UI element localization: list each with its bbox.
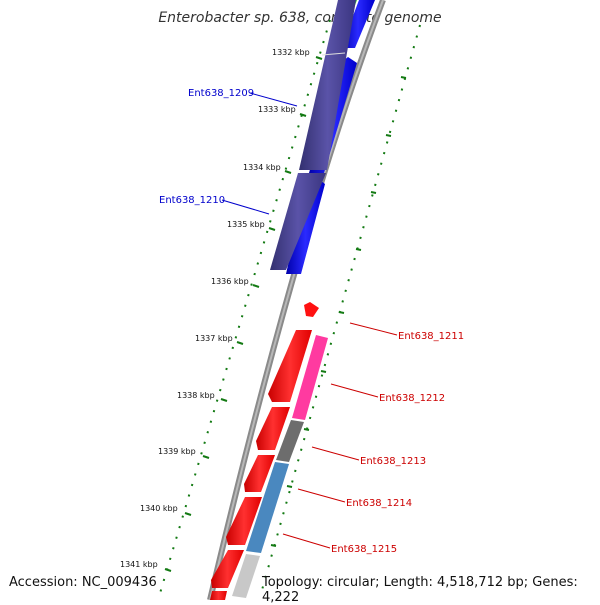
cog-block-lightgray <box>232 554 260 598</box>
gene-block-reverse <box>244 455 275 492</box>
kbp-label: 1340 kbp <box>140 504 178 513</box>
gene-label-ent638-1214[interactable]: Ent638_1214 <box>346 498 412 509</box>
gene-label-ent638-1209[interactable]: Ent638_1209 <box>188 88 254 99</box>
gene-block-forward <box>286 177 325 274</box>
leader-line <box>297 488 346 503</box>
leader-line <box>249 92 298 107</box>
cog-block-purple <box>270 173 326 270</box>
kbp-tick <box>184 512 192 516</box>
leader-line <box>330 383 379 398</box>
map-title: Enterobacter sp. 638, complete genome <box>158 10 442 26</box>
kbp-label: 1341 kbp <box>120 560 158 569</box>
kbp-tick-marks <box>164 56 323 572</box>
leader-line <box>349 322 398 336</box>
kbp-tick <box>252 284 260 288</box>
kbp-tick <box>236 341 244 345</box>
leader-line <box>221 199 270 215</box>
kbp-tick <box>268 227 276 231</box>
topology-text: Topology: circular; Length: 4,518,712 bp… <box>262 575 578 605</box>
kbp-tick <box>299 113 307 117</box>
kbp-tick <box>315 56 323 60</box>
kbp-label: 1332 kbp <box>272 48 310 57</box>
gene-label-ent638-1213[interactable]: Ent638_1213 <box>360 456 426 467</box>
gene-label-ent638-1210[interactable]: Ent638_1210 <box>159 195 225 206</box>
kbp-label: 1333 kbp <box>258 105 296 114</box>
inner-tick-marks <box>270 76 407 547</box>
leader-line <box>311 446 360 461</box>
inner-tick <box>338 311 345 314</box>
gene-label-ent638-1212[interactable]: Ent638_1212 <box>379 393 445 404</box>
gene-label-group: Ent638_1209 Ent638_1210 Ent638_1211 Ent6… <box>159 88 464 555</box>
leader-line <box>282 533 331 549</box>
cog-block-magenta <box>292 335 328 420</box>
inner-tick <box>355 248 362 251</box>
kbp-label: 1337 kbp <box>195 334 233 343</box>
cog-block-gray <box>276 420 304 462</box>
kbp-labels: 1332 kbp 1333 kbp 1334 kbp 1335 kbp 1336… <box>120 48 310 569</box>
inner-tick <box>385 134 392 137</box>
gene-label-ent638-1211[interactable]: Ent638_1211 <box>398 331 464 342</box>
kbp-tick <box>220 398 228 402</box>
inner-tick <box>400 76 407 79</box>
gene-block-reverse <box>256 407 290 450</box>
kbp-label: 1336 kbp <box>211 277 249 286</box>
accession-text: Accession: NC_009436 <box>9 575 157 590</box>
kbp-tick <box>284 170 292 174</box>
gene-block-reverse <box>226 497 262 545</box>
gene-small-reverse <box>304 302 319 317</box>
inner-tick <box>270 544 277 547</box>
inner-tick <box>320 370 327 373</box>
inner-tick <box>286 485 293 488</box>
gene-label-ent638-1215[interactable]: Ent638_1215 <box>331 544 397 555</box>
gene-block-reverse <box>211 550 244 588</box>
kbp-tick <box>202 455 210 459</box>
kbp-label: 1339 kbp <box>158 447 196 456</box>
kbp-label: 1335 kbp <box>227 220 265 229</box>
gene-block-reverse <box>268 330 312 402</box>
kbp-label: 1334 kbp <box>243 163 281 172</box>
outer-dotted-ring <box>157 19 331 600</box>
kbp-label: 1338 kbp <box>177 391 215 400</box>
inner-tick <box>303 428 310 431</box>
gene-block-reverse <box>210 591 227 600</box>
inner-tick <box>370 191 377 194</box>
cog-block-steel <box>246 462 289 553</box>
kbp-tick <box>164 568 172 572</box>
cog-block-purple <box>299 0 356 170</box>
